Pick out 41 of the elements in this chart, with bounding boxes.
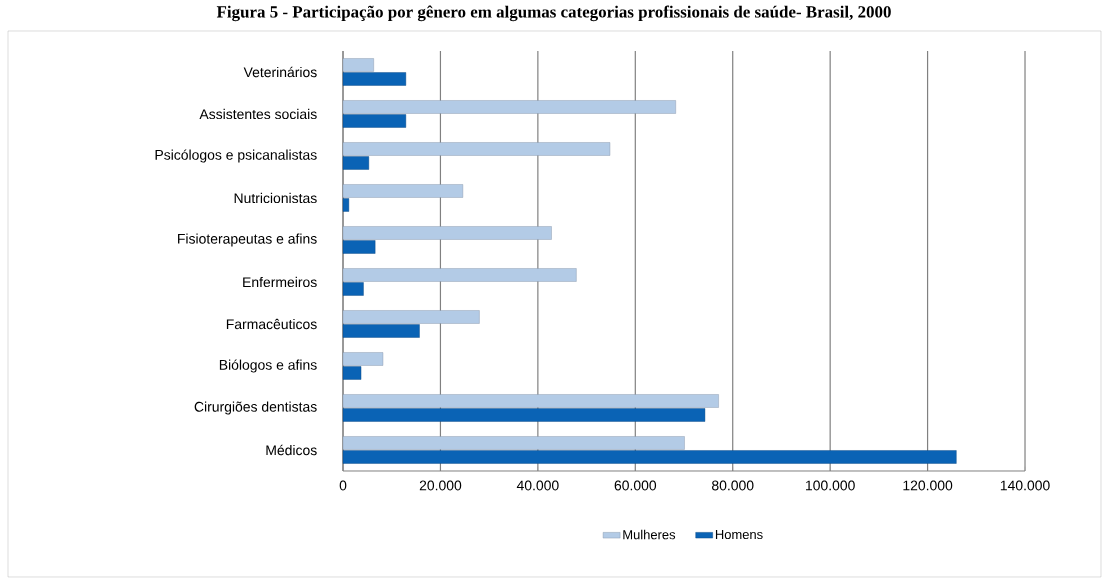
y-tick-label: Psicólogos e psicanalistas — [155, 149, 317, 163]
bar — [342, 184, 464, 198]
bar — [342, 352, 384, 366]
bar — [342, 58, 374, 72]
bar — [342, 450, 957, 464]
x-tick-label: 100.000 — [806, 480, 855, 491]
bar — [342, 156, 370, 170]
x-tick-label: 80.000 — [712, 480, 754, 491]
y-tick-label: Enfermeiros — [243, 276, 317, 288]
bar — [342, 114, 407, 128]
y-tick-label: Nutricionistas — [234, 192, 317, 204]
x-tick-label: 120.000 — [903, 480, 953, 491]
y-tick-label: Veterinários — [243, 66, 317, 78]
bar — [342, 436, 685, 450]
y-tick-label: Médicos — [266, 444, 317, 456]
bar — [342, 324, 420, 338]
bar — [342, 240, 376, 254]
y-tick-label: Biólogos e afins — [219, 359, 317, 373]
x-tick-label: 0 — [339, 480, 347, 491]
bar — [342, 408, 706, 422]
y-tick-label: Cirurgiões dentistas — [194, 401, 317, 415]
bar — [342, 100, 676, 114]
x-tick-label: 40.000 — [516, 480, 559, 491]
bar — [342, 142, 611, 156]
bar — [342, 226, 552, 240]
y-tick-label: Fisioterapeutas e afins — [178, 233, 317, 247]
x-tick-label: 20.000 — [419, 480, 462, 491]
y-tick-label: Assistentes sociais — [199, 108, 317, 120]
x-tick-label: 60.000 — [614, 480, 657, 491]
bar — [342, 282, 364, 296]
x-tick-label: 140.000 — [1000, 480, 1050, 491]
bar — [342, 268, 577, 282]
bar — [342, 394, 719, 408]
legend-label: Mulheres — [623, 529, 676, 540]
bar — [342, 198, 350, 212]
chart-title: Figura 5 - Participação por gênero em algumas categorias profissionais de saúde- Brasil, 2000 — [216, 5, 891, 22]
y-tick-label: Farmacêuticos — [226, 318, 317, 330]
legend-label: Homens — [715, 530, 763, 540]
bar — [342, 366, 362, 380]
bar — [342, 72, 407, 86]
bar — [342, 310, 480, 324]
